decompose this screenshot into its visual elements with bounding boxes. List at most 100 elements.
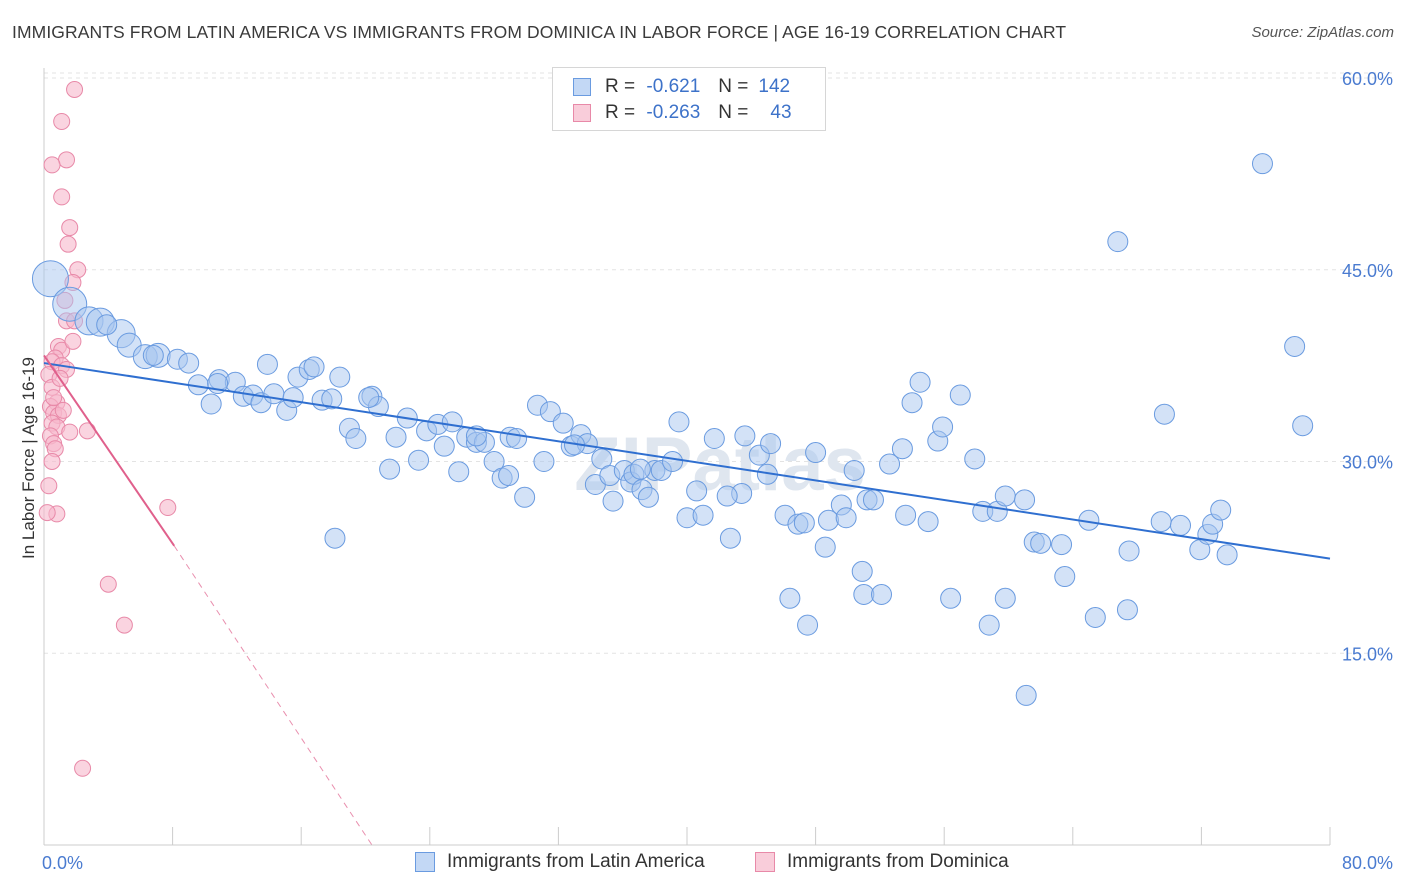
latin-america-point [797, 614, 819, 636]
latin-america-point [506, 427, 528, 449]
latin-america-point [940, 587, 962, 609]
dominica-point [38, 504, 56, 522]
latin-america-point [853, 583, 875, 605]
n-value: 43 [770, 102, 792, 123]
tick-labels: 15.0% 30.0% 45.0% 60.0% 0.0% 80.0% [42, 69, 1393, 873]
y-axis-label: In Labor Force | Age 16-19 [19, 357, 38, 559]
blue-swatch [415, 852, 435, 872]
pink-swatch [573, 104, 591, 122]
latin-america-point [602, 490, 624, 512]
y-tick-label: 45.0% [1342, 261, 1393, 281]
chart-title: IMMIGRANTS FROM LATIN AMERICA VS IMMIGRA… [12, 22, 1067, 42]
latin-america-point [96, 314, 118, 336]
dominica-point [78, 422, 96, 440]
latin-america-points [31, 153, 1314, 706]
latin-america-point [1051, 534, 1073, 556]
latin-america-point [1084, 606, 1106, 628]
latin-america-point [324, 527, 346, 549]
dominica-point [74, 759, 92, 777]
latin-america-point [805, 442, 827, 464]
x-tick-label: 0.0% [42, 853, 83, 873]
latin-america-point [909, 371, 931, 393]
r-value: -0.621 [646, 76, 701, 97]
latin-america-point [871, 583, 893, 605]
y-tick-label: 60.0% [1342, 69, 1393, 89]
latin-america-point [917, 511, 939, 533]
latin-america-point [734, 425, 756, 447]
legend-row-latin-america: R = -0.621 N = 142 [573, 74, 790, 100]
series-legend: Immigrants from Latin America Immigrants… [0, 851, 1406, 879]
latin-america-point [1170, 514, 1192, 536]
legend-item-latin-america[interactable]: Immigrants from Latin America [415, 851, 705, 873]
latin-america-point [256, 353, 278, 375]
latin-america-point [978, 614, 1000, 636]
latin-america-point [303, 356, 325, 378]
latin-america-point [1030, 532, 1052, 554]
latin-america-point [1153, 403, 1175, 425]
latin-america-point [1216, 544, 1238, 566]
dominica-point [58, 151, 76, 169]
latin-america-point [879, 453, 901, 475]
dominica-point [40, 477, 58, 495]
dominica-point [66, 81, 84, 99]
n-value: 142 [758, 76, 791, 97]
n-label: N = [718, 102, 749, 123]
latin-america-point [793, 512, 815, 534]
latin-america-point [949, 384, 971, 406]
latin-america-point [851, 560, 873, 582]
dominica-point [54, 401, 72, 419]
latin-america-point [814, 536, 836, 558]
latin-america-point [862, 489, 884, 511]
latin-america-point [1210, 499, 1232, 521]
latin-america-point [668, 411, 690, 433]
latin-america-point [1107, 231, 1129, 253]
dominica-point [43, 453, 61, 470]
latin-america-point [31, 260, 69, 298]
latin-america-point [1014, 489, 1036, 511]
n-label: N = [718, 76, 749, 97]
dominica-point [61, 423, 79, 441]
trend-lines [43, 354, 1331, 846]
y-tick-label: 15.0% [1342, 644, 1393, 664]
latin-america-point [1116, 599, 1138, 621]
latin-america-point [835, 507, 857, 529]
latin-america-point [1251, 153, 1273, 175]
legend-row-dominica: R = -0.263 N = 43 [573, 100, 792, 126]
dominica-trend-extension [173, 545, 373, 846]
dominica-point [61, 219, 79, 237]
latin-america-point [448, 461, 470, 483]
latin-america-point [901, 392, 923, 414]
latin-america-point [964, 448, 986, 470]
latin-america-point [358, 387, 380, 409]
latin-america-point [200, 393, 222, 415]
dominica-point [53, 112, 71, 130]
latin-america-point [692, 504, 714, 526]
latin-america-point [514, 486, 536, 508]
dominica-points [38, 81, 177, 777]
latin-america-point [321, 388, 343, 410]
dominica-point [45, 389, 63, 407]
latin-america-point [441, 411, 463, 433]
latin-america-point [994, 587, 1016, 609]
legend-item-dominica[interactable]: Immigrants from Dominica [755, 851, 1009, 873]
latin-america-point [178, 352, 200, 374]
latin-america-point [408, 449, 430, 471]
correlation-legend: R = -0.621 N = 142 R = -0.263 N = 43 [552, 67, 826, 131]
r-label: R = [605, 102, 636, 123]
latin-america-point [379, 458, 401, 480]
latin-america-point [498, 465, 520, 487]
latin-america-point [779, 587, 801, 609]
latin-america-point [282, 387, 304, 409]
latin-america-point [433, 435, 455, 457]
blue-swatch [573, 78, 591, 96]
dominica-point [59, 235, 77, 253]
r-label: R = [605, 76, 636, 97]
latin-america-point [637, 486, 659, 508]
pink-swatch [755, 852, 775, 872]
latin-america-point [716, 485, 738, 507]
latin-america-point [1292, 415, 1314, 437]
legend-label: Immigrants from Dominica [787, 851, 1009, 872]
dominica-point [64, 332, 82, 350]
latin-america-point [1118, 540, 1140, 562]
